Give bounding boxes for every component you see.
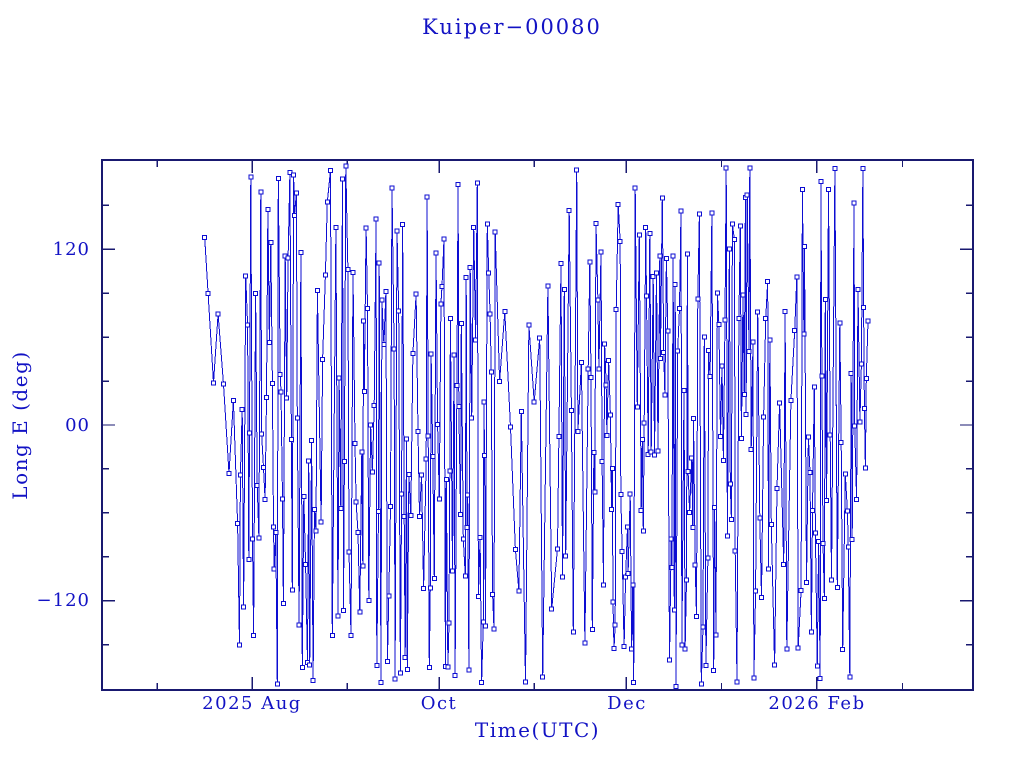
x-axis-title: Time(UTC) (474, 718, 601, 742)
data-series (202, 163, 871, 689)
x-tick-label-oct: Oct (420, 693, 458, 714)
x-tick-label-2026-feb: 2026 Feb (768, 693, 866, 714)
y-tick-label-00: 00 (65, 415, 90, 436)
y-tick-label-120: 120 (52, 239, 90, 260)
axes-frame (101, 159, 974, 691)
chart-title: Kuiper−00080 (422, 15, 602, 39)
x-tick-label-2025-aug: 2025 Aug (202, 693, 302, 714)
y-tick-label-neg120: −120 (36, 590, 90, 611)
x-tick-label-dec: Dec (607, 693, 647, 714)
